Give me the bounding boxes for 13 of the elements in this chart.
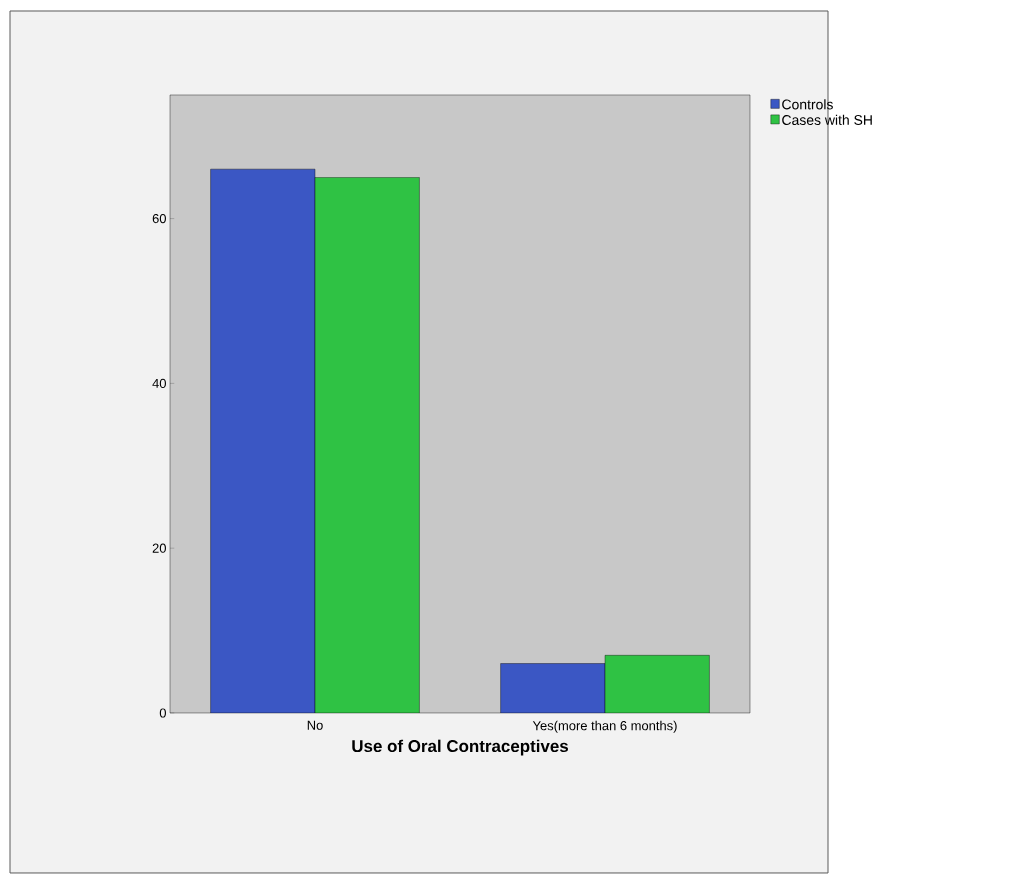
y-tick-label: 40 — [152, 378, 166, 388]
bar — [314, 177, 420, 713]
y-tick-label: 60 — [152, 213, 166, 224]
legend-label: Cases with SH — [782, 114, 872, 125]
x-tick-label: No — [307, 720, 323, 730]
y-tick-label: 0 — [159, 708, 166, 718]
x-tick-label: Yes(more than 6 months) — [532, 720, 677, 733]
legend-label: Controls — [782, 99, 833, 110]
bar — [500, 663, 606, 713]
y-tick-label: 20 — [152, 543, 166, 553]
x-axis-title: Use of Oral Contraceptives — [352, 739, 568, 756]
bar — [604, 655, 710, 713]
bar — [210, 168, 316, 713]
